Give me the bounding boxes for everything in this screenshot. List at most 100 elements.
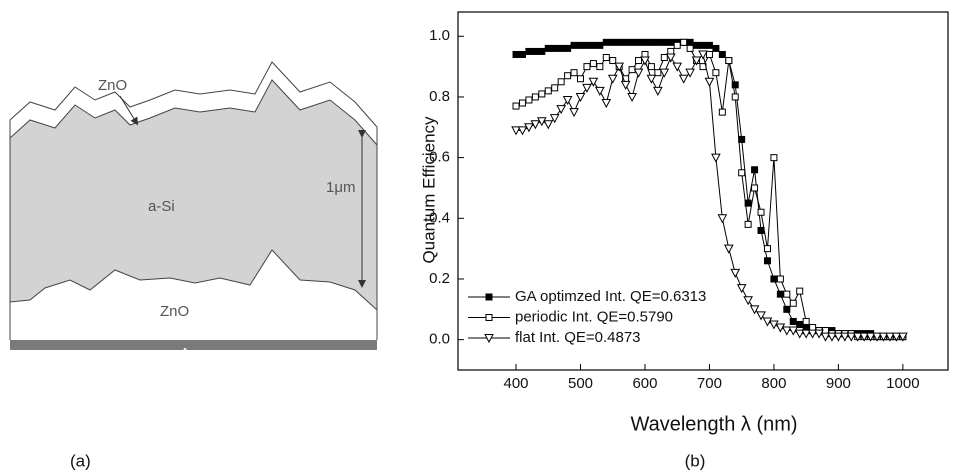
data-point	[794, 329, 805, 339]
data-point	[551, 44, 559, 52]
x-tick-label: 400	[504, 375, 529, 392]
data-point	[699, 41, 707, 49]
data-point	[595, 86, 605, 96]
data-point	[628, 66, 636, 74]
data-point	[511, 126, 521, 136]
data-point	[602, 54, 610, 62]
data-point	[770, 154, 778, 162]
data-point	[538, 47, 546, 55]
data-point	[749, 305, 760, 315]
data-point	[647, 38, 655, 46]
data-point	[530, 120, 541, 130]
data-point	[607, 74, 618, 84]
data-point	[743, 296, 753, 306]
y-axis-label: Quantum Efficiency	[419, 116, 438, 264]
data-point	[583, 63, 591, 71]
data-point	[575, 92, 586, 103]
data-point	[596, 41, 604, 49]
data-point	[757, 208, 765, 216]
data-point	[711, 153, 721, 163]
data-point	[738, 135, 746, 143]
data-point	[846, 332, 857, 342]
data-point	[660, 38, 668, 46]
data-point	[731, 93, 739, 101]
data-point	[564, 44, 572, 52]
data-point	[678, 74, 689, 84]
y-tick-label: 1.0	[429, 27, 450, 44]
data-point	[536, 117, 547, 127]
data-point	[627, 92, 637, 103]
zno-top-outline	[9, 61, 378, 128]
data-point	[577, 41, 584, 49]
data-point	[620, 80, 631, 90]
data-point	[814, 329, 824, 339]
data-point	[609, 57, 617, 65]
data-point	[730, 268, 741, 278]
data-point	[698, 50, 708, 60]
data-point	[776, 275, 784, 283]
caption-a: (a)	[70, 451, 91, 470]
data-point	[802, 317, 810, 325]
data-point	[725, 57, 733, 65]
data-point	[840, 332, 850, 342]
data-point	[622, 38, 630, 46]
data-point	[524, 123, 534, 133]
data-point	[518, 99, 526, 107]
data-point	[763, 257, 771, 265]
data-point	[769, 320, 779, 330]
data-point	[801, 329, 811, 339]
data-point	[556, 105, 566, 115]
data-point	[757, 226, 765, 234]
data-point	[525, 96, 533, 104]
data-point	[570, 41, 578, 49]
data-point	[614, 62, 625, 72]
data-point	[776, 290, 784, 298]
data-point	[538, 90, 546, 98]
data-point	[582, 83, 592, 93]
data-point	[588, 77, 599, 87]
data-point	[583, 41, 591, 49]
data-point	[723, 244, 734, 254]
data-point	[525, 47, 533, 55]
data-point	[820, 332, 831, 342]
data-point	[833, 332, 844, 342]
data-point	[654, 38, 662, 46]
data-point	[589, 60, 597, 68]
data-point	[796, 287, 804, 295]
data-point	[557, 44, 565, 52]
data-point	[852, 332, 863, 342]
data-point	[872, 332, 882, 342]
data-point	[596, 63, 604, 71]
data-point	[717, 214, 728, 224]
x-tick-label: 700	[697, 375, 722, 392]
a-si-layer	[9, 79, 378, 312]
ag-layer	[10, 340, 377, 350]
data-point	[685, 68, 695, 78]
data-point	[512, 102, 520, 110]
label-zno-bottom: ZnO	[160, 303, 189, 320]
data-point	[512, 50, 520, 58]
data-point	[562, 95, 573, 106]
data-point	[660, 54, 668, 62]
y-tick-label: 0.6	[429, 149, 450, 166]
data-point	[628, 38, 636, 46]
label-thickness: 1μm	[326, 179, 355, 196]
data-point	[789, 317, 797, 325]
data-point	[557, 78, 565, 86]
legend-marker	[485, 314, 493, 321]
data-point	[827, 332, 837, 342]
legend-label: periodic Int. QE=0.5790	[515, 308, 673, 325]
data-point	[789, 299, 797, 307]
data-point	[544, 44, 552, 52]
data-point	[635, 38, 643, 46]
x-tick-label: 900	[826, 375, 851, 392]
data-point	[693, 41, 701, 49]
data-point	[544, 87, 552, 95]
data-point	[762, 317, 773, 327]
y-tick-label: 0.2	[429, 270, 450, 287]
data-point	[531, 47, 539, 55]
data-point	[672, 62, 683, 72]
legend-label: flat Int. QE=0.4873	[515, 329, 641, 346]
data-point	[680, 38, 688, 46]
